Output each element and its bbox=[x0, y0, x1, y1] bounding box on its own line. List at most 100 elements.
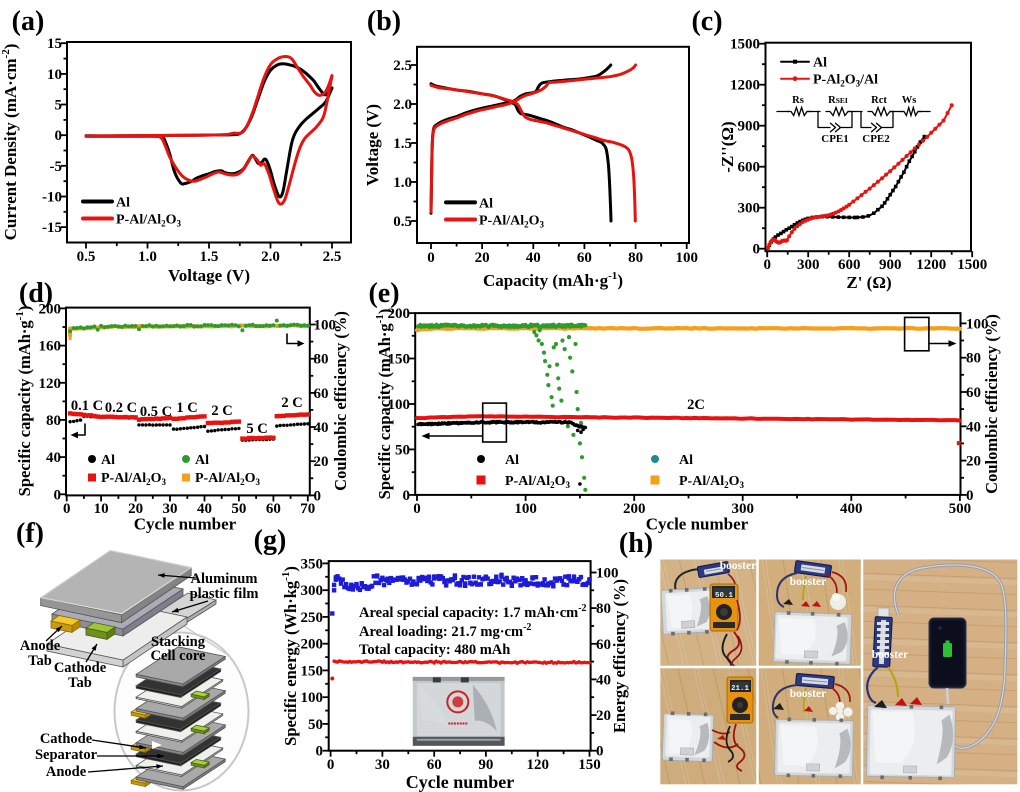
svg-text:150: 150 bbox=[301, 663, 324, 679]
svg-text:1500: 1500 bbox=[730, 37, 760, 53]
svg-text:60: 60 bbox=[314, 386, 329, 402]
svg-text:Al: Al bbox=[116, 196, 130, 211]
svg-text:40: 40 bbox=[197, 501, 212, 517]
svg-text:10: 10 bbox=[47, 67, 62, 83]
svg-text:0: 0 bbox=[427, 250, 435, 266]
svg-text:80: 80 bbox=[628, 250, 643, 266]
svg-text:1.5: 1.5 bbox=[393, 136, 412, 152]
svg-text:60: 60 bbox=[266, 501, 281, 517]
svg-text:1200: 1200 bbox=[730, 78, 760, 94]
svg-text:2.0: 2.0 bbox=[261, 249, 280, 265]
svg-text:150: 150 bbox=[578, 757, 601, 773]
svg-text:Ws: Ws bbox=[902, 95, 917, 106]
svg-text:P-Al/Al2​O3​: P-Al/Al2​O3​ bbox=[679, 474, 745, 490]
svg-text:Al: Al bbox=[813, 56, 827, 71]
svg-text:Anode: Anode bbox=[46, 764, 87, 780]
svg-text:plastic film: plastic film bbox=[190, 586, 259, 602]
svg-text:P-Al/Al2​O3​: P-Al/Al2​O3​ bbox=[479, 214, 545, 230]
svg-text:Specific capacity (mAh·g-1​): Specific capacity (mAh·g-1​) bbox=[14, 306, 34, 497]
svg-text:150: 150 bbox=[388, 352, 411, 368]
svg-text:Cycle number: Cycle number bbox=[406, 772, 514, 792]
svg-text:Current Density (mA·cm-2​): Current Density (mA·cm-2​) bbox=[0, 44, 20, 241]
svg-text:0: 0 bbox=[327, 757, 335, 773]
svg-text:400: 400 bbox=[840, 501, 863, 517]
svg-text:60: 60 bbox=[966, 385, 981, 401]
svg-text:50.1: 50.1 bbox=[715, 592, 734, 600]
svg-text:100: 100 bbox=[514, 501, 537, 517]
svg-text:0: 0 bbox=[316, 744, 324, 760]
svg-text:Specific capacity (mAh·g-1​): Specific capacity (mAh·g-1​) bbox=[374, 309, 394, 500]
svg-text:Energy efficiency (%): Energy efficiency (%) bbox=[610, 579, 629, 733]
svg-text:350: 350 bbox=[301, 556, 324, 572]
svg-text:300: 300 bbox=[738, 201, 761, 217]
svg-text:300: 300 bbox=[731, 501, 754, 517]
svg-text:Al: Al bbox=[101, 453, 115, 468]
svg-text:2.5: 2.5 bbox=[323, 249, 342, 265]
svg-text:Z' (Ω): Z' (Ω) bbox=[846, 273, 891, 292]
svg-text:Anode: Anode bbox=[20, 638, 61, 654]
svg-text:60: 60 bbox=[596, 637, 611, 653]
svg-text:RSEI: RSEI bbox=[828, 95, 848, 106]
svg-text:P-Al/Al2​O3​: P-Al/Al2​O3​ bbox=[505, 474, 571, 490]
svg-text:CPE1: CPE1 bbox=[821, 133, 849, 145]
svg-text:50: 50 bbox=[231, 501, 246, 517]
svg-text:1 C: 1 C bbox=[176, 400, 197, 416]
svg-text:100: 100 bbox=[596, 566, 619, 582]
svg-text:Aluminum: Aluminum bbox=[191, 571, 258, 587]
svg-text:80: 80 bbox=[314, 352, 329, 368]
svg-text:-10: -10 bbox=[42, 190, 62, 206]
svg-text:30: 30 bbox=[375, 757, 390, 773]
svg-text:0.5: 0.5 bbox=[77, 249, 96, 265]
svg-text:200: 200 bbox=[623, 501, 646, 517]
svg-text:600: 600 bbox=[838, 257, 861, 273]
svg-text:0: 0 bbox=[403, 488, 411, 504]
svg-text:P-Al/Al2​O3​: P-Al/Al2​O3​ bbox=[101, 471, 167, 487]
svg-text:Cycle number: Cycle number bbox=[134, 515, 237, 534]
svg-text:120: 120 bbox=[39, 376, 62, 392]
svg-text:100: 100 bbox=[388, 397, 411, 413]
svg-text:0: 0 bbox=[966, 488, 974, 504]
svg-text:40: 40 bbox=[314, 420, 329, 436]
svg-text:70: 70 bbox=[300, 501, 315, 517]
svg-text:Rs: Rs bbox=[792, 95, 804, 106]
svg-text:▪▪▪▪▪▪▪: ▪▪▪▪▪▪▪ bbox=[448, 719, 468, 728]
svg-text:Tab: Tab bbox=[28, 653, 52, 669]
svg-text:Rct: Rct bbox=[871, 95, 887, 106]
svg-text:0: 0 bbox=[753, 242, 761, 258]
svg-text:Al: Al bbox=[195, 453, 209, 468]
svg-text:160: 160 bbox=[39, 339, 62, 355]
svg-text:2 C: 2 C bbox=[211, 403, 232, 419]
svg-text:Tab: Tab bbox=[68, 675, 92, 691]
svg-text:0.1 C: 0.1 C bbox=[71, 398, 103, 414]
svg-text:Al: Al bbox=[679, 453, 693, 468]
svg-text:10: 10 bbox=[94, 501, 109, 517]
svg-text:Coulombic efficiency (%): Coulombic efficiency (%) bbox=[982, 314, 1001, 494]
svg-text:15: 15 bbox=[47, 36, 62, 52]
svg-text:300: 300 bbox=[797, 257, 820, 273]
svg-text:(h): (h) bbox=[619, 528, 653, 559]
svg-text:1200: 1200 bbox=[916, 257, 946, 273]
svg-text:21.1: 21.1 bbox=[731, 685, 750, 693]
svg-text:Voltage (V): Voltage (V) bbox=[168, 266, 250, 285]
svg-text:0.5 C: 0.5 C bbox=[140, 404, 172, 420]
svg-text:Cathode: Cathode bbox=[40, 731, 93, 747]
svg-text:30: 30 bbox=[163, 501, 178, 517]
svg-text:900: 900 bbox=[738, 119, 761, 135]
svg-text:-5: -5 bbox=[50, 159, 63, 175]
svg-text:80: 80 bbox=[596, 601, 611, 617]
svg-text:booster: booster bbox=[790, 576, 826, 588]
svg-text:5 C: 5 C bbox=[246, 421, 267, 437]
svg-text:20: 20 bbox=[128, 501, 143, 517]
svg-text:40: 40 bbox=[596, 672, 611, 688]
svg-text:(c): (c) bbox=[691, 6, 722, 37]
svg-text:1.0: 1.0 bbox=[393, 175, 412, 191]
svg-text:500: 500 bbox=[949, 501, 972, 517]
svg-text:80: 80 bbox=[46, 413, 61, 429]
svg-text:(f): (f) bbox=[16, 518, 44, 549]
svg-text:40: 40 bbox=[966, 419, 981, 435]
svg-text:2.5: 2.5 bbox=[393, 58, 412, 74]
svg-text:1500: 1500 bbox=[957, 257, 987, 273]
svg-text:100: 100 bbox=[675, 250, 698, 266]
svg-text:Al: Al bbox=[505, 453, 519, 468]
svg-text:80: 80 bbox=[966, 351, 981, 367]
